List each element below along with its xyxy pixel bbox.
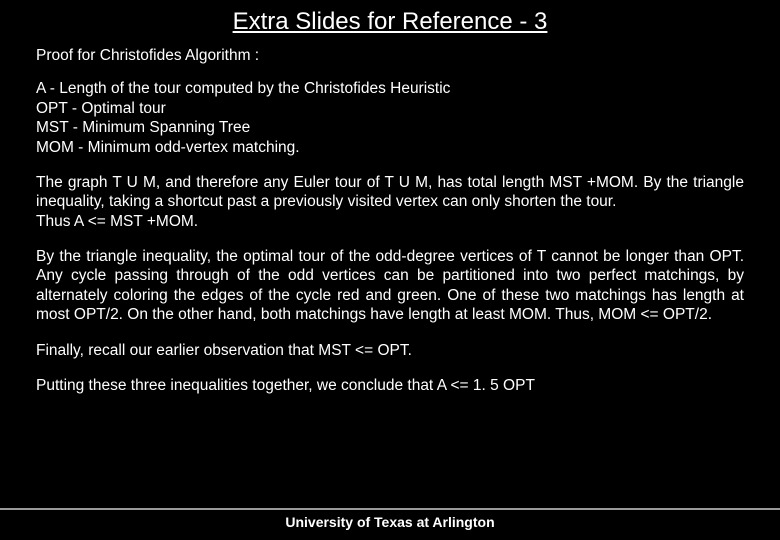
proof-heading: Proof for Christofides Algorithm : [36,46,744,65]
paragraph-4: Putting these three inequalities togethe… [36,376,744,395]
slide-body: Proof for Christofides Algorithm : A - L… [36,46,744,395]
para1-line3: Thus A <= MST +MOM. [36,213,198,230]
slide-title: Extra Slides for Reference - 3 [36,8,744,36]
def-opt: OPT - Optimal tour [36,99,744,118]
def-mom: MOM - Minimum odd-vertex matching. [36,138,744,157]
footer-divider [0,508,780,510]
paragraph-2: By the triangle inequality, the optimal … [36,247,744,325]
definitions-block: A - Length of the tour computed by the C… [36,79,744,157]
paragraph-1: The graph T U M, and therefore any Euler… [36,173,744,231]
footer-text: University of Texas at Arlington [0,514,780,530]
def-mst: MST - Minimum Spanning Tree [36,118,744,137]
para1-line1: The graph T U M, and therefore any Euler… [36,174,638,191]
def-a: A - Length of the tour computed by the C… [36,79,744,98]
slide-container: Extra Slides for Reference - 3 Proof for… [0,0,780,540]
paragraph-3: Finally, recall our earlier observation … [36,341,744,360]
